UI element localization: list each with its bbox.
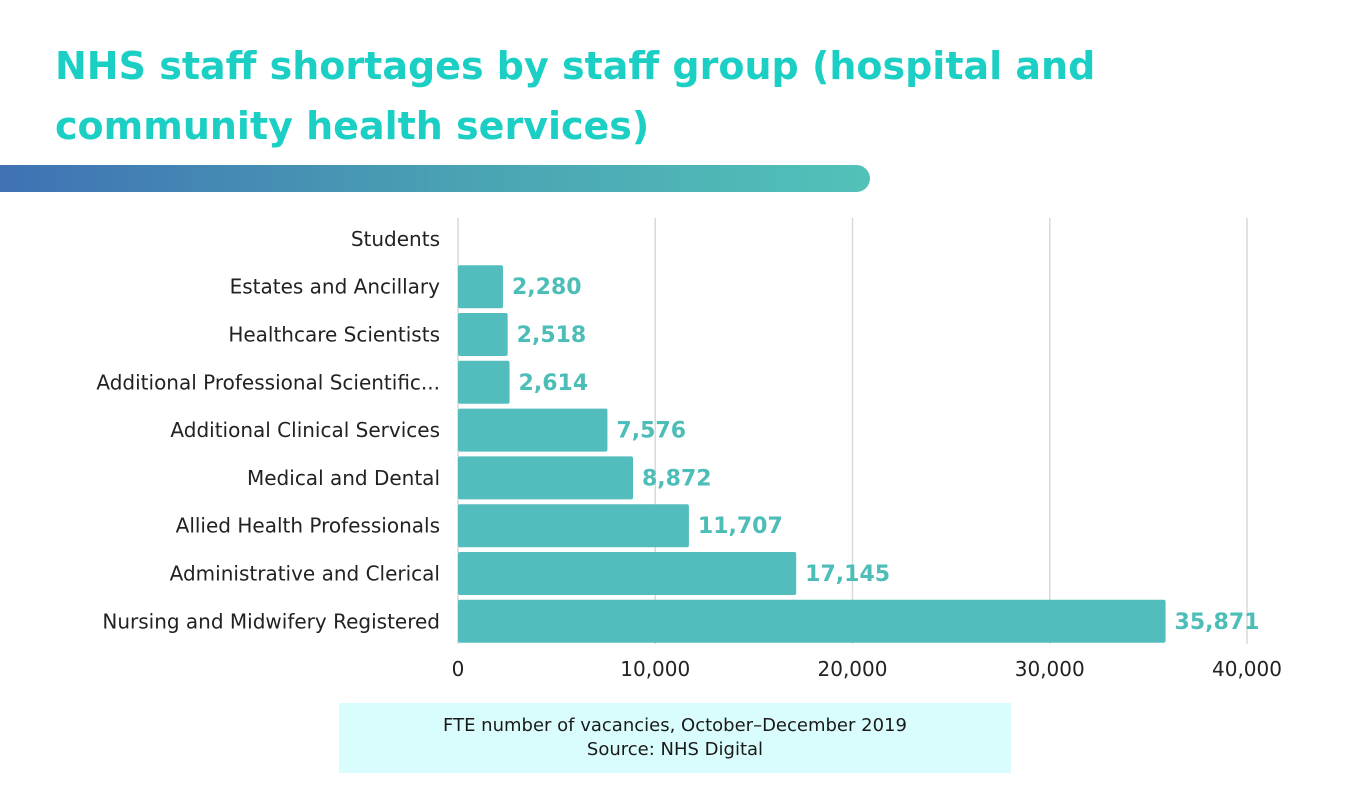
value-label: 11,707 [698, 514, 783, 539]
source-credit: Source: NHS Digital [586, 739, 764, 760]
bars [458, 265, 1166, 643]
category-label: Administrative and Clerical [170, 562, 440, 586]
bar-chart: Students Estates and Ancillary Healthcare … [96, 218, 1282, 681]
x-tick-label: 40,000 [1212, 657, 1282, 681]
value-label: 2,518 [517, 323, 587, 348]
value-label: 17,145 [805, 562, 890, 587]
bar [458, 552, 797, 595]
x-tick-label: 0 [452, 657, 465, 681]
chart-title: NHS staff shortages by staff group (hosp… [55, 44, 1096, 148]
bar [458, 408, 608, 452]
axis-caption: FTE number of vacancies, October–Decembe… [443, 715, 907, 736]
title-accent-bar [0, 165, 870, 192]
x-axis-tick-labels: 0 10,000 20,000 30,000 40,000 [452, 657, 1282, 681]
value-label: 2,280 [512, 275, 582, 300]
bar [458, 360, 510, 404]
x-tick-label: 30,000 [1015, 657, 1085, 681]
source-note: FTE number of vacancies, October–Decembe… [339, 703, 1011, 773]
value-label: 7,576 [616, 419, 686, 444]
value-label: 8,872 [642, 466, 712, 491]
bar [458, 599, 1166, 643]
bar [458, 504, 689, 548]
category-label: Additional Professional Scientific... [96, 370, 440, 394]
category-label: Allied Health Professionals [176, 514, 440, 538]
value-label: 35,871 [1175, 610, 1260, 635]
category-label: Students [351, 227, 440, 251]
value-label: 2,614 [519, 371, 589, 396]
bar [458, 313, 508, 356]
category-label: Medical and Dental [247, 466, 440, 490]
x-tick-label: 10,000 [620, 657, 690, 681]
category-label: Estates and Ancillary [230, 275, 441, 299]
category-label: Healthcare Scientists [228, 323, 440, 347]
bar [458, 456, 634, 500]
category-labels: Students Estates and Ancillary Healthcare … [96, 227, 440, 633]
category-label: Nursing and Midwifery Registered [102, 609, 440, 633]
x-tick-label: 20,000 [818, 657, 888, 681]
bar [458, 265, 503, 309]
value-labels: 2,280 2,518 2,614 7,576 8,872 11,707 17,145 35,… [512, 275, 1259, 635]
category-label: Additional Clinical Services [170, 418, 440, 442]
